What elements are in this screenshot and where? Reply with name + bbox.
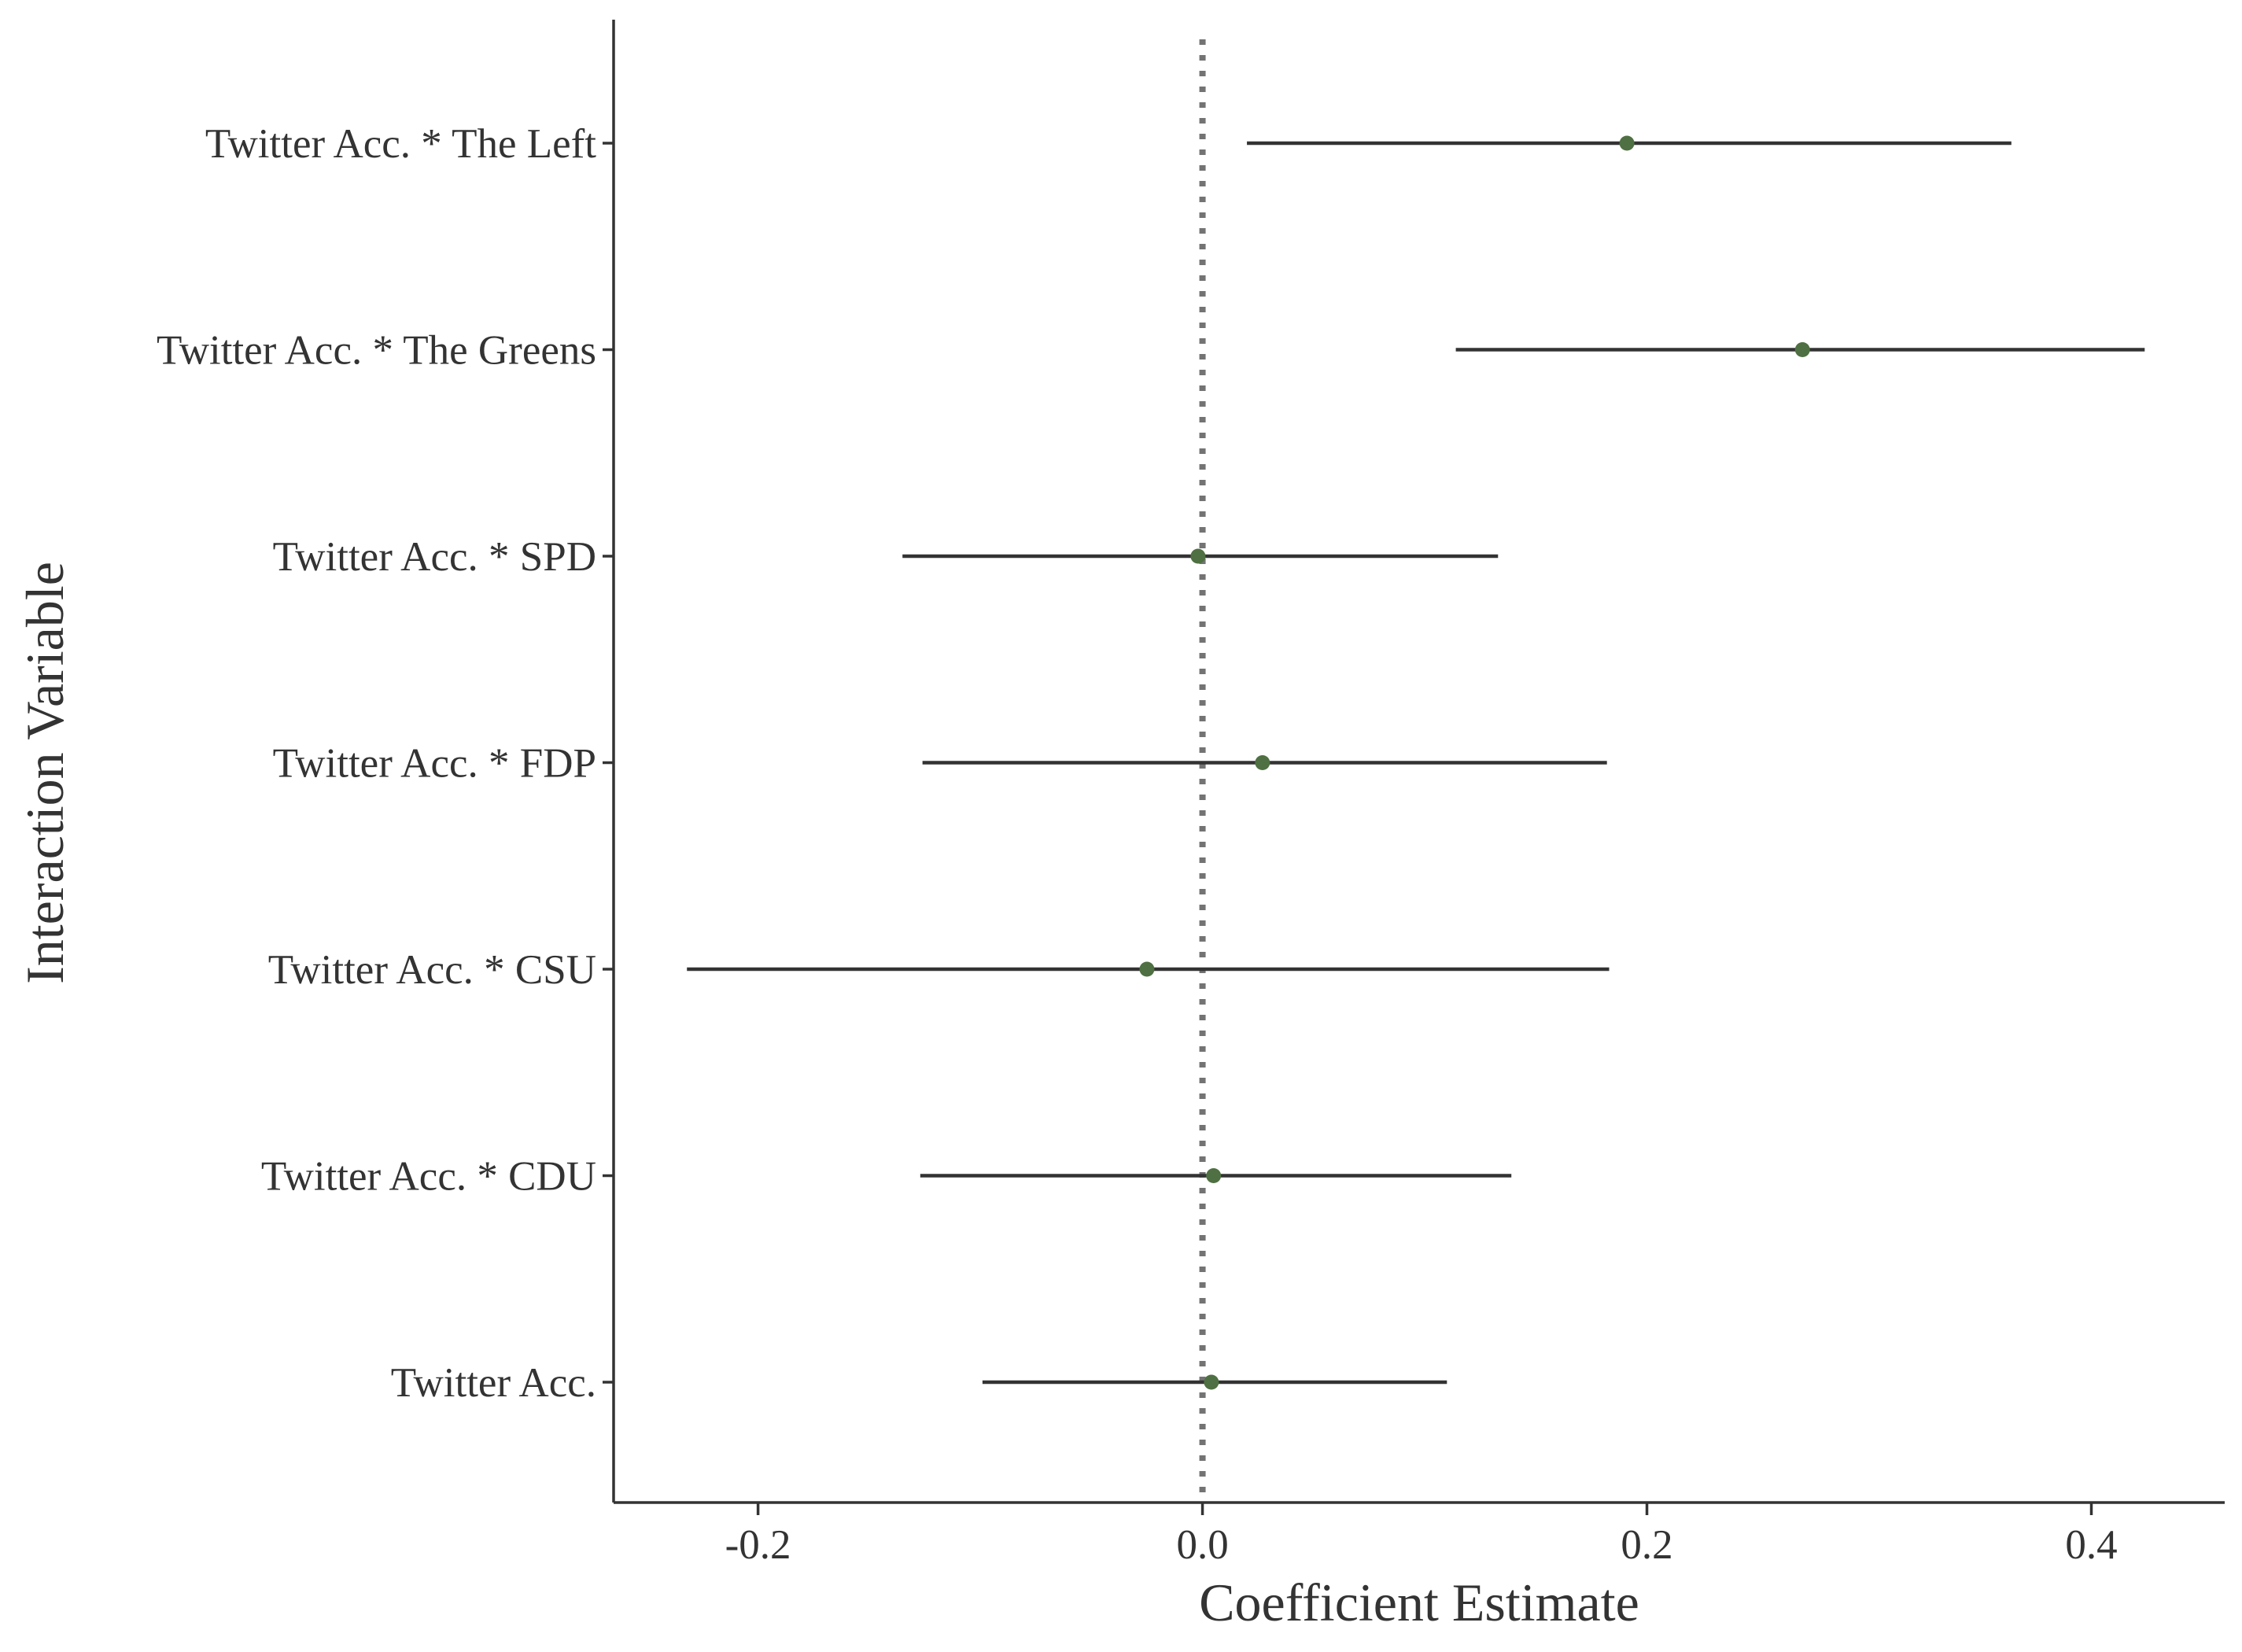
y-axis-ticks: Twitter Acc. * The Left Twitter Acc. * Th… [157,121,614,1406]
x-tick-label: 0.2 [1621,1522,1672,1568]
y-tick-label: Twitter Acc. * CSU [268,947,596,993]
y-tick-label: Twitter Acc. * The Left [205,121,596,167]
coefficient-point [1619,135,1635,151]
coefficient-point [1139,961,1155,977]
estimate-point-layer [1139,135,1810,1390]
x-axis-title: Coefficient Estimate [1199,1573,1639,1632]
x-tick-label: -0.2 [725,1522,791,1568]
axis-layer [612,20,2225,1504]
y-tick-label: Twitter Acc. * CDU [261,1154,596,1200]
y-tick-label: Twitter Acc. * SPD [273,534,596,580]
coefficient-point [1190,548,1206,564]
confidence-interval-layer [687,141,2145,1385]
x-tick-label: 0.0 [1176,1522,1228,1568]
coefficient-point [1255,755,1270,770]
x-tick-label: 0.4 [2065,1522,2117,1568]
x-axis-ticks: -0.2 0.0 0.2 0.4 [725,1503,2118,1568]
y-axis-title: Interaction Variable [15,562,75,984]
y-tick-label: Twitter Acc. * FDP [273,741,596,787]
y-tick-label: Twitter Acc. [391,1360,596,1406]
coefficient-point [1794,342,1810,357]
coefficient-point [1204,1374,1219,1390]
y-tick-label: Twitter Acc. * The Greens [157,328,596,374]
coefficient-point [1206,1168,1222,1183]
